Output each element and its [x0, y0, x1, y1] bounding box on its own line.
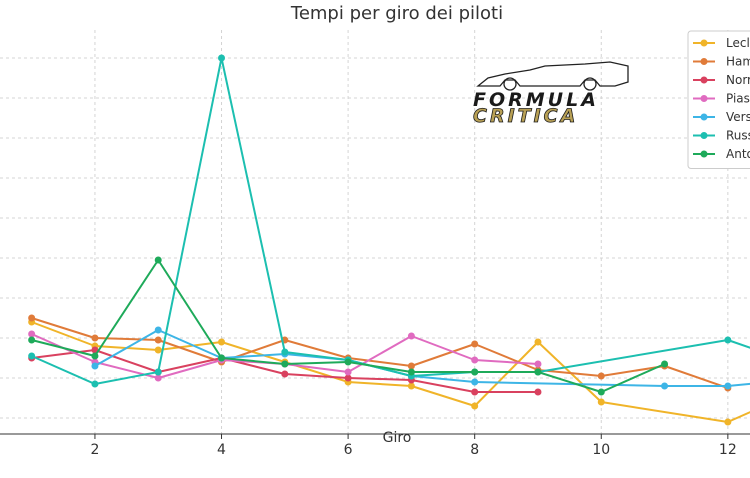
series-line: [31, 321, 750, 423]
x-tick-label: 6: [344, 442, 353, 458]
legend-item-verstappen: Verstappen: [693, 110, 750, 124]
legend-label: Norris: [726, 73, 750, 87]
legend-item-russell: Russell: [693, 129, 750, 143]
data-point: [661, 382, 669, 390]
data-point: [471, 356, 479, 364]
data-point: [407, 382, 415, 390]
legend-item-hamilton: Hamilton: [693, 55, 750, 69]
legend-label: Hamilton: [726, 55, 750, 69]
legend-swatch-marker: [700, 132, 708, 139]
data-point: [154, 368, 162, 376]
x-tick-label: 12: [719, 442, 737, 458]
grid: [0, 30, 750, 434]
data-point: [91, 334, 99, 342]
legend-label: Antonelli: [726, 147, 750, 161]
x-tick-label: 10: [592, 442, 610, 458]
data-point: [471, 340, 479, 348]
data-point: [534, 388, 542, 396]
x-tick-label: 8: [470, 442, 479, 458]
data-point: [724, 382, 732, 390]
data-point: [28, 330, 36, 338]
data-point: [597, 398, 605, 406]
data-point: [471, 368, 479, 376]
data-point: [154, 326, 162, 334]
data-point: [154, 336, 162, 344]
data-point: [91, 380, 99, 388]
race-car-silhouette: [476, 61, 629, 87]
series-layer: [28, 54, 750, 426]
series-line: [31, 317, 729, 389]
data-point: [407, 368, 415, 376]
legend-item-piastri: Piastri: [693, 92, 750, 106]
data-point: [281, 348, 289, 356]
legend-label: Leclerc: [726, 36, 750, 50]
data-point: [724, 336, 732, 344]
legend-label: Russell: [726, 129, 750, 143]
logo-line-1: FORMULA: [473, 89, 599, 111]
data-point: [471, 388, 479, 396]
data-point: [471, 378, 479, 386]
logo-line-2: CRITICA: [473, 105, 578, 127]
data-point: [28, 336, 36, 344]
data-point: [344, 368, 352, 376]
data-point: [344, 358, 352, 366]
formula-critica-logo: FORMULA CRITICA: [473, 61, 629, 127]
car-wheel-icon: [583, 77, 597, 91]
data-point: [91, 352, 99, 360]
axes: 2 4 6 8 10 12: [0, 433, 750, 458]
data-point: [724, 418, 732, 426]
data-point: [534, 338, 542, 346]
data-point: [28, 352, 36, 360]
data-point: [661, 360, 669, 368]
x-tick-label: 2: [90, 442, 99, 458]
data-point: [91, 362, 99, 370]
data-point: [154, 346, 162, 354]
legend-label: Piastri: [726, 92, 750, 106]
data-point: [218, 338, 226, 346]
chart-title: Tempi per giro dei piloti: [290, 3, 503, 24]
x-tick-label: 4: [217, 442, 226, 458]
legend-swatch-marker: [700, 39, 708, 47]
data-point: [281, 360, 289, 368]
data-point: [407, 332, 415, 340]
data-point: [281, 370, 289, 378]
data-point: [597, 388, 605, 396]
data-point: [597, 372, 605, 380]
legend-swatch-marker: [700, 95, 708, 102]
legend-swatch-marker: [700, 150, 708, 158]
data-point: [154, 256, 162, 264]
data-point: [534, 368, 542, 376]
data-point: [471, 402, 479, 410]
legend: Leclerc Hamilton Norris Piastri Verstappen Ru…: [687, 30, 750, 169]
legend-swatch-marker: [700, 76, 708, 84]
x-axis-label: Giro: [383, 430, 412, 446]
data-point: [534, 360, 542, 368]
data-point: [28, 314, 36, 322]
series-line: [31, 57, 750, 385]
legend-item-leclerc: Leclerc: [693, 36, 750, 50]
series-verstappen: [91, 326, 750, 390]
legend-item-antonelli: Antonelli: [693, 147, 750, 161]
car-wheel-icon: [503, 77, 517, 91]
data-point: [407, 362, 415, 370]
data-point: [154, 374, 162, 382]
legend-swatch-marker: [700, 113, 708, 121]
legend-label: Verstappen: [726, 110, 750, 124]
data-point: [218, 54, 226, 62]
data-point: [344, 374, 352, 382]
series-russell: [28, 54, 750, 388]
legend-item-norris: Norris: [693, 73, 750, 87]
series-antonelli: [28, 256, 669, 396]
data-point: [218, 354, 226, 362]
legend-swatch-marker: [700, 58, 708, 65]
